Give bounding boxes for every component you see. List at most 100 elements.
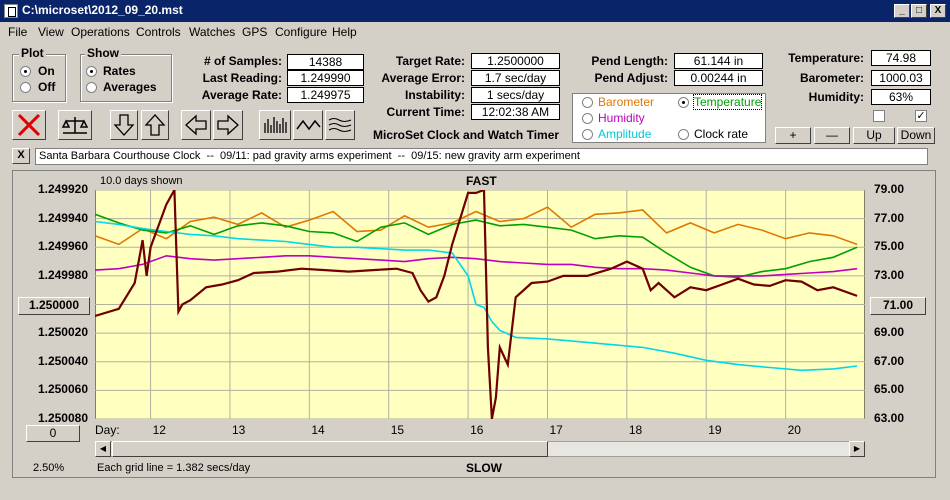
x-tick: 18 xyxy=(628,423,643,437)
comment-close-button[interactable]: X xyxy=(12,148,30,164)
x-tick: 19 xyxy=(708,423,722,437)
offset-button[interactable]: 0 xyxy=(26,425,80,442)
x-tick: 14 xyxy=(311,423,325,437)
plot-on-radio[interactable] xyxy=(20,66,31,77)
aux-checkbox-right[interactable]: ✓ xyxy=(915,110,927,122)
average-rate-label: Average Rate: xyxy=(201,88,282,102)
percent-label: 2.50% xyxy=(33,462,65,474)
aux-checkbox-left[interactable] xyxy=(873,110,885,122)
center-temp-button[interactable]: 71.00 xyxy=(870,297,926,315)
series-line-1 xyxy=(95,213,858,279)
comment-field[interactable]: Santa Barbara Courthouse Clock -- 09/11:… xyxy=(35,148,928,165)
y-right-tick: 63.00 xyxy=(874,411,905,425)
y-left-tick: 1.249940 xyxy=(37,210,88,225)
menu-help[interactable]: Help xyxy=(332,25,357,39)
plot-off-label: Off xyxy=(38,80,56,94)
scale-plus-button[interactable]: + xyxy=(775,127,811,144)
shift-up-button[interactable] xyxy=(141,110,169,140)
app-name-label: MicroSet Clock and Watch Timer xyxy=(373,128,560,142)
humidity-option: Humidity xyxy=(598,111,645,125)
menu-operations[interactable]: Operations xyxy=(71,25,130,39)
grid-note-label: Each grid line = 1.382 secs/day xyxy=(97,462,251,474)
shift-down-button[interactable] xyxy=(110,110,138,140)
series-line-2 xyxy=(95,254,858,277)
menu-watches[interactable]: Watches xyxy=(189,25,236,39)
show-averages-radio[interactable] xyxy=(86,82,97,93)
scroll-left-button[interactable]: ◀ xyxy=(95,441,111,457)
close-button[interactable]: X xyxy=(930,4,946,18)
target-rate-label: Target Rate: xyxy=(395,54,465,68)
y-left-tick: 1.250040 xyxy=(37,353,88,368)
y-left-tick: 1.250020 xyxy=(37,325,88,340)
clock-rate-option: Clock rate xyxy=(694,127,749,141)
clock-rate-radio[interactable] xyxy=(678,129,689,140)
humidity-label: Humidity: xyxy=(808,90,864,104)
temperature-radio[interactable] xyxy=(678,97,689,108)
temperature-value: 74.98 xyxy=(871,50,931,66)
plot-on-label: On xyxy=(38,64,55,78)
menu-gps[interactable]: GPS xyxy=(242,25,268,39)
temperature-option: Temperature xyxy=(692,94,763,110)
barometer-label: Barometer: xyxy=(799,71,864,85)
y-right-tick: 73.00 xyxy=(874,267,905,282)
y-right-tick: 75.00 xyxy=(874,239,905,254)
histogram-icon xyxy=(264,117,287,133)
y-left-tick: 1.249960 xyxy=(37,239,88,254)
current-time-value: 12:02:38 AM xyxy=(471,104,560,120)
scale-balance-icon xyxy=(61,117,89,134)
multi-wave-icon xyxy=(328,117,352,133)
y-right-tick: 77.00 xyxy=(874,210,905,225)
samples-label: # of Samples: xyxy=(203,54,282,68)
shift-right-button[interactable] xyxy=(213,110,243,140)
x-tick: 13 xyxy=(231,423,246,437)
arrow-left-icon xyxy=(185,114,207,136)
arrow-up-icon xyxy=(144,114,166,136)
red-x-icon xyxy=(17,113,41,137)
instability-value: 1 secs/day xyxy=(471,87,560,103)
scroll-thumb[interactable] xyxy=(112,441,548,457)
menu-controls[interactable]: Controls xyxy=(136,25,181,39)
series-line-0 xyxy=(95,206,858,246)
plot-group xyxy=(12,54,66,102)
balance-button[interactable] xyxy=(58,110,92,140)
temperature-label: Temperature: xyxy=(788,51,864,65)
menu-view[interactable]: View xyxy=(38,25,64,39)
histogram-button[interactable] xyxy=(259,110,291,140)
scale-minus-button[interactable]: — xyxy=(814,127,850,144)
minimize-button[interactable]: _ xyxy=(894,4,910,18)
x-tick: 15 xyxy=(390,423,405,437)
average-rate-value: 1.249975 xyxy=(287,87,364,103)
current-time-label: Current Time: xyxy=(386,105,465,119)
line-plot-button[interactable] xyxy=(293,110,323,140)
menu-configure[interactable]: Configure xyxy=(275,25,328,39)
title-bar: C:\microset\2012_09_20.mst _ □ X xyxy=(0,0,950,22)
multi-line-button[interactable] xyxy=(325,110,355,140)
plot-off-radio[interactable] xyxy=(20,82,31,93)
stop-button[interactable] xyxy=(12,110,46,140)
show-group xyxy=(80,54,172,102)
chart-plot-area xyxy=(95,190,865,419)
x-tick: 20 xyxy=(787,423,801,437)
amplitude-option: Amplitude xyxy=(598,127,652,141)
day-axis-label: Day: xyxy=(95,423,120,437)
average-error-label: Average Error: xyxy=(381,71,465,85)
barometer-value: 1000.03 xyxy=(871,70,931,86)
y-right-tick: 69.00 xyxy=(874,325,905,340)
y-right-tick: 65.00 xyxy=(874,382,905,397)
barometer-option: Barometer xyxy=(598,95,655,109)
humidity-radio[interactable] xyxy=(582,113,593,124)
y-left-tick: 1.250060 xyxy=(37,382,88,397)
show-rates-radio[interactable] xyxy=(86,66,97,77)
days-shown-label: 10.0 days shown xyxy=(100,175,183,187)
amplitude-radio[interactable] xyxy=(582,129,593,140)
center-rate-button[interactable]: 1.250000 xyxy=(18,297,90,315)
menu-file[interactable]: File xyxy=(8,25,28,39)
scroll-right-button[interactable]: ▶ xyxy=(849,441,865,457)
maximize-button[interactable]: □ xyxy=(911,4,927,18)
show-averages-label: Averages xyxy=(103,80,157,94)
fast-label: FAST xyxy=(466,174,497,188)
shift-left-button[interactable] xyxy=(181,110,211,140)
barometer-radio[interactable] xyxy=(582,97,593,108)
scale-down-button[interactable]: Down xyxy=(897,127,935,144)
scale-up-button[interactable]: Up xyxy=(853,127,895,144)
